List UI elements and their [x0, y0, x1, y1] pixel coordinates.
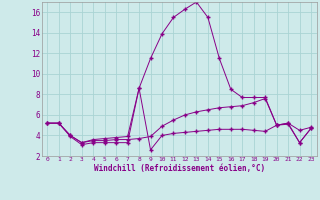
X-axis label: Windchill (Refroidissement éolien,°C): Windchill (Refroidissement éolien,°C) — [94, 164, 265, 173]
